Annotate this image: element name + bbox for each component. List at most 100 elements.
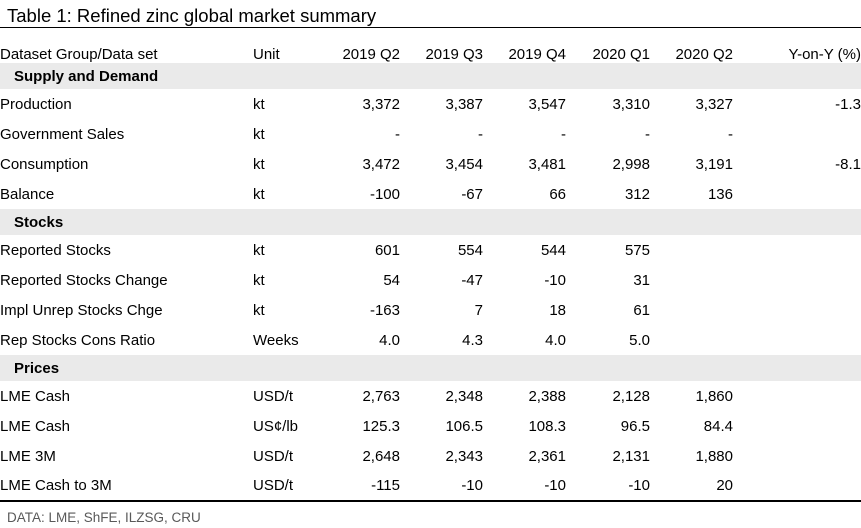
- cell-value: 61: [633, 301, 650, 319]
- cell-value: 3,327: [695, 95, 733, 113]
- cell-value: 125.3: [362, 417, 400, 435]
- section-header-row: Stocks: [0, 209, 861, 235]
- table-row: LME Cash US¢/lb 125.3 106.5 108.3 96.5 84.4: [0, 411, 861, 441]
- cell-value: -: [478, 125, 483, 143]
- cell-value: [733, 441, 861, 471]
- cell-value: 1,880: [695, 447, 733, 465]
- cell-value: -163: [369, 301, 400, 319]
- cell-value: 312: [624, 185, 650, 203]
- cell-value: 3,481: [528, 155, 566, 173]
- table-row: Government Sales kt - - - - -: [0, 119, 861, 149]
- cell-value: 544: [540, 241, 566, 259]
- cell-value: 31: [633, 271, 650, 289]
- row-unit: US¢/lb: [253, 417, 299, 435]
- row-label: Reported Stocks Change: [0, 271, 168, 289]
- table-row: Balance kt -100 -67 66 312 136: [0, 179, 861, 209]
- cell-value: 3,547: [528, 95, 566, 113]
- market-summary-table: Dataset Group/Data set Unit 2019 Q2 2019 Q3…: [0, 28, 861, 502]
- row-unit: USD/t: [253, 477, 294, 494]
- cell-value: 136: [707, 185, 733, 203]
- cell-value: [733, 381, 861, 411]
- row-label: Impl Unrep Stocks Chge: [0, 301, 163, 319]
- data-source-note: DATA: LME, ShFE, ILZSG, CRU: [7, 510, 201, 525]
- cell-value: [733, 265, 861, 295]
- column-header: 2019 Q4: [508, 46, 566, 63]
- cell-value: 2,998: [612, 155, 650, 173]
- row-label: LME 3M: [0, 447, 56, 465]
- table-title: Table 1: Refined zinc global market summ…: [0, 0, 861, 28]
- cell-value: 18: [549, 301, 566, 319]
- cell-value: -67: [461, 185, 483, 203]
- cell-value: -100: [369, 185, 400, 203]
- row-unit: kt: [253, 271, 265, 289]
- column-header: Y-on-Y (%): [788, 46, 861, 63]
- cell-value: 108.3: [528, 417, 566, 435]
- cell-value: 3,191: [695, 155, 733, 173]
- section-title: Supply and Demand: [14, 67, 159, 85]
- cell-value: [733, 411, 861, 441]
- cell-value: [650, 295, 733, 325]
- cell-value: -47: [461, 271, 483, 289]
- cell-value: 54: [383, 271, 400, 289]
- cell-value: -: [728, 125, 733, 143]
- table-body: Supply and Demand Production kt 3,372 3,387 3…: [0, 63, 861, 501]
- cell-value: 554: [457, 241, 483, 259]
- cell-value: 7: [474, 301, 483, 319]
- row-unit: USD/t: [253, 447, 294, 465]
- cell-value: 3,454: [445, 155, 483, 173]
- cell-value: 106.5: [445, 417, 483, 435]
- row-label: Government Sales: [0, 125, 125, 143]
- cell-value: 5.0: [629, 331, 650, 349]
- cell-value: [650, 235, 733, 265]
- cell-value: 4.0: [545, 331, 566, 349]
- table-row: Impl Unrep Stocks Chge kt -163 7 18 61: [0, 295, 861, 325]
- cell-value: 3,372: [362, 95, 400, 113]
- row-unit: kt: [253, 185, 265, 203]
- cell-value: [650, 265, 733, 295]
- section-title: Prices: [14, 359, 60, 377]
- cell-value: -: [645, 125, 650, 143]
- column-header: Unit: [253, 46, 280, 63]
- cell-value: [733, 119, 861, 149]
- cell-value: [733, 179, 861, 209]
- header-row: Dataset Group/Data set Unit 2019 Q2 2019 Q3…: [0, 28, 861, 63]
- row-label: LME Cash: [0, 387, 71, 405]
- column-header: 2020 Q1: [592, 46, 650, 63]
- table-row: Production kt 3,372 3,387 3,547 3,310 3,327 -1.…: [0, 89, 861, 119]
- column-header: 2020 Q2: [675, 46, 733, 63]
- section-header-row: Prices: [0, 355, 861, 381]
- cell-value: 4.0: [379, 331, 400, 349]
- table-row: LME Cash USD/t 2,763 2,348 2,388 2,128 1,860: [0, 381, 861, 411]
- cell-value: 2,128: [612, 387, 650, 405]
- row-unit: kt: [253, 301, 265, 319]
- row-label: Rep Stocks Cons Ratio: [0, 331, 156, 349]
- table-row: Reported Stocks Change kt 54 -47 -10 31: [0, 265, 861, 295]
- row-unit: kt: [253, 95, 265, 113]
- row-unit: Weeks: [253, 331, 299, 349]
- cell-value: -10: [544, 477, 566, 494]
- section-header-row: Supply and Demand: [0, 63, 861, 89]
- cell-value: [733, 295, 861, 325]
- table-header: Dataset Group/Data set Unit 2019 Q2 2019 Q3…: [0, 28, 861, 63]
- table-row: Consumption kt 3,472 3,454 3,481 2,998 3,191 -8…: [0, 149, 861, 179]
- cell-value: 84.4: [703, 417, 733, 435]
- cell-value: 3,310: [612, 95, 650, 113]
- cell-value: 3,472: [362, 155, 400, 173]
- cell-value: 4.3: [462, 331, 483, 349]
- cell-value: 3,387: [445, 95, 483, 113]
- cell-value: 96.5: [620, 417, 650, 435]
- cell-value: 2,763: [362, 387, 400, 405]
- cell-value: 2,131: [612, 447, 650, 465]
- row-unit: kt: [253, 155, 265, 173]
- row-unit: kt: [253, 125, 265, 143]
- cell-value: [650, 325, 733, 355]
- section-title: Stocks: [14, 213, 64, 231]
- row-label: Balance: [0, 185, 55, 203]
- cell-value: 2,648: [362, 447, 400, 465]
- cell-value: -: [561, 125, 566, 143]
- row-unit: USD/t: [253, 387, 294, 405]
- cell-value: -10: [628, 477, 650, 494]
- cell-value: 1,860: [695, 387, 733, 405]
- column-header: Dataset Group/Data set: [0, 46, 158, 63]
